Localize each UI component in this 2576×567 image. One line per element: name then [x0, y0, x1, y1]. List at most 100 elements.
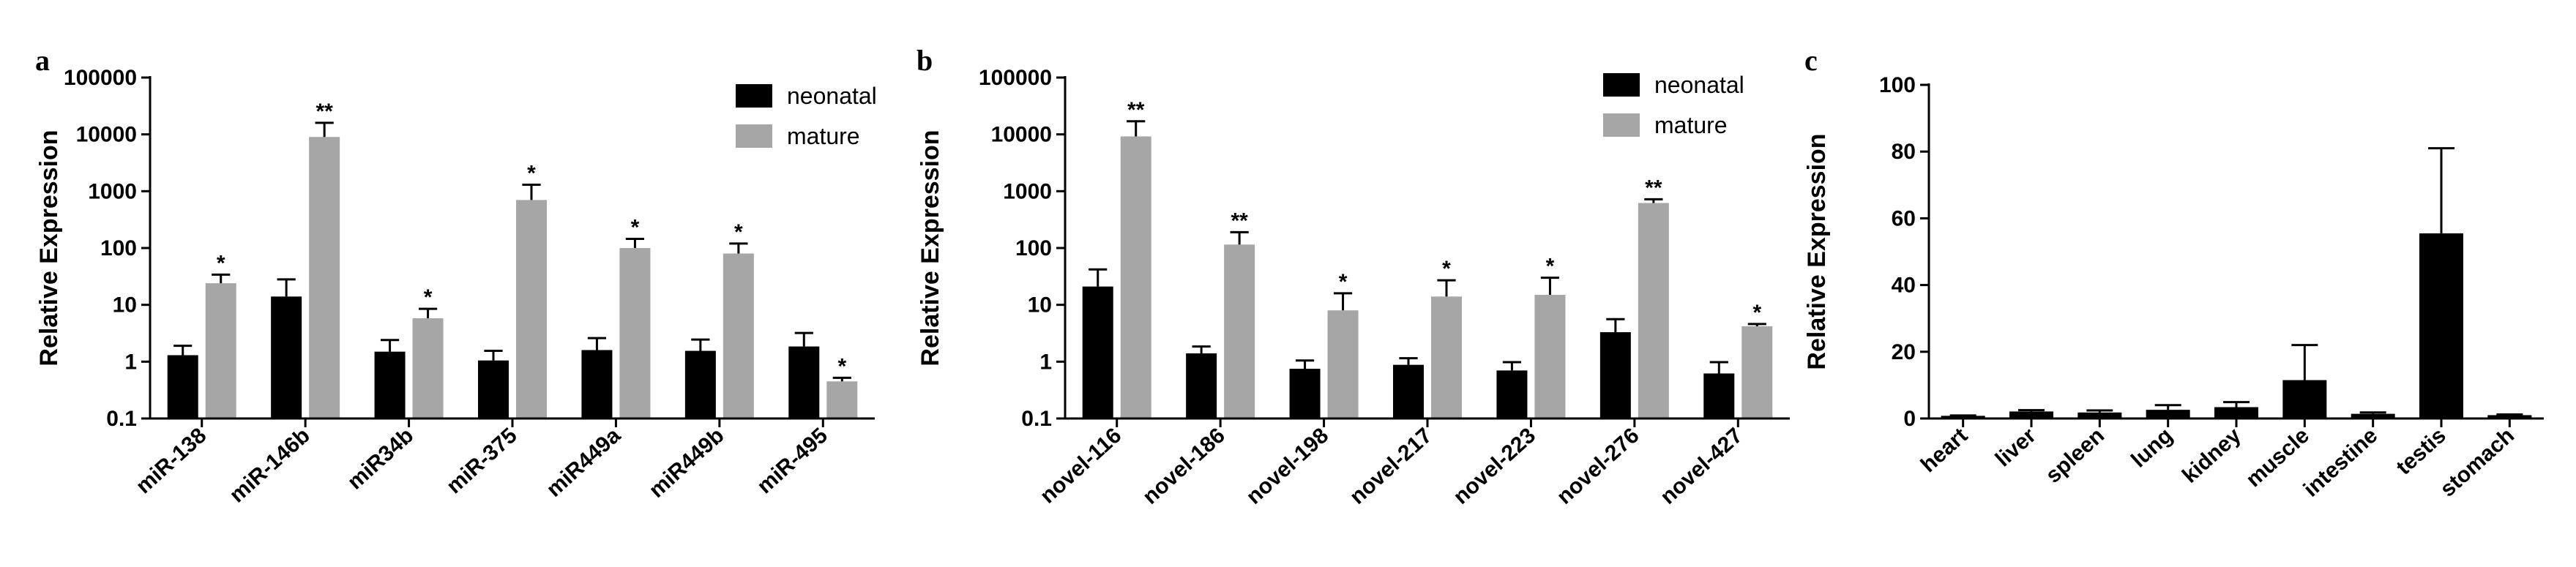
bar-neonatal: [1703, 373, 1735, 418]
bar-neonatal: [478, 360, 509, 418]
legend-label-mature: mature: [1654, 112, 1728, 138]
legend-swatch-neonatal: [1603, 73, 1640, 97]
y-tick-label: 100: [100, 236, 137, 260]
x-tick-label: miR449b: [645, 424, 729, 503]
significance-marker: **: [1645, 176, 1662, 200]
bar-neonatal: [788, 346, 820, 418]
significance-marker: *: [837, 354, 846, 378]
bar-neonatal: [684, 350, 716, 418]
x-tick-label: spleen: [2041, 424, 2109, 488]
bar-mature: [826, 381, 858, 418]
y-axis-label: Relative Expression: [916, 129, 944, 366]
y-tick-label: 100: [1015, 236, 1052, 260]
y-tick-label: 10000: [76, 123, 137, 147]
y-tick-label: 100000: [64, 66, 137, 90]
bar-neonatal: [1082, 286, 1113, 418]
bar-value: [2214, 407, 2258, 418]
bar-mature: [205, 283, 236, 418]
significance-marker: *: [217, 251, 225, 275]
legend-label-mature: mature: [787, 123, 860, 149]
significance-marker: *: [1752, 301, 1761, 325]
bar-neonatal: [1393, 364, 1424, 418]
bar-value: [2282, 380, 2327, 418]
y-tick-label: 100: [1879, 73, 1916, 97]
x-tick-label: miR-495: [753, 424, 832, 499]
bar-value: [2487, 415, 2532, 418]
panel-label: c: [1804, 44, 1818, 77]
chart-panel-a: a Relative Expression 0.1 1 10 100 1000 10000 10…: [35, 44, 877, 508]
bar-mature: [516, 200, 547, 418]
x-tick-label: novel-276: [1553, 424, 1644, 509]
bar-neonatal: [1186, 353, 1217, 418]
bar-neonatal: [1496, 370, 1528, 418]
bar-neonatal: [581, 350, 613, 418]
bar-value: [2351, 413, 2395, 418]
bar-mature: [1741, 326, 1773, 418]
significance-marker: *: [1546, 255, 1555, 279]
x-tick-label: novel-116: [1036, 424, 1127, 508]
y-tick-label: 100000: [979, 66, 1052, 90]
bar-neonatal: [1599, 332, 1631, 418]
significance-marker: **: [316, 99, 333, 124]
y-tick-label: 10: [113, 293, 137, 318]
x-tick-label: novel-186: [1138, 424, 1230, 509]
significance-marker: *: [1339, 270, 1348, 294]
x-tick-label: kidney: [2178, 423, 2246, 487]
y-tick-label: 0.1: [1021, 407, 1052, 431]
significance-marker: *: [734, 220, 743, 244]
chart-panel-b: b Relative Expression 0.1 1 10 100 1000 10000 10…: [916, 44, 1790, 509]
y-tick-label: 1: [124, 350, 137, 374]
y-tick-label: 0: [1903, 407, 1916, 431]
x-tick-label: miR-138: [132, 424, 212, 499]
x-tick-label: miR34b: [343, 424, 419, 495]
bar-neonatal: [271, 296, 302, 418]
y-tick-label: 10: [1028, 293, 1052, 318]
bar-mature: [1120, 136, 1151, 419]
bar-mature: [1534, 294, 1566, 418]
bar-value: [2146, 410, 2190, 418]
bar-mature: [1431, 296, 1462, 418]
y-tick-label: 10000: [991, 123, 1052, 147]
legend-label-neonatal: neonatal: [787, 83, 877, 109]
bar-value: [2077, 412, 2122, 418]
x-tick-label: miR-146b: [225, 424, 314, 508]
legend-swatch-mature: [1603, 113, 1640, 137]
significance-marker: **: [1231, 209, 1248, 233]
legend-label-neonatal: neonatal: [1654, 72, 1744, 98]
y-tick-label: 80: [1892, 140, 1916, 164]
y-tick-label: 60: [1892, 206, 1916, 230]
y-tick-label: 1: [1039, 350, 1052, 374]
panel-label: b: [916, 44, 933, 77]
bar-mature: [1327, 310, 1359, 418]
y-tick-label: 0.1: [106, 407, 137, 431]
significance-marker: *: [527, 161, 536, 185]
y-tick-label: 1000: [88, 179, 137, 203]
bar-mature: [1638, 203, 1669, 418]
bar-neonatal: [374, 351, 406, 418]
y-tick-label: 20: [1892, 340, 1916, 364]
significance-marker: *: [1442, 257, 1451, 281]
x-tick-label: novel-427: [1656, 424, 1747, 509]
x-tick-label: miR449a: [542, 423, 625, 501]
legend-swatch-neonatal: [736, 84, 772, 108]
x-tick-label: intestine: [2299, 424, 2383, 502]
x-tick-label: stomach: [2435, 424, 2519, 502]
bar-neonatal: [1289, 369, 1321, 418]
bar-value: [2419, 233, 2463, 418]
bar-neonatal: [167, 355, 198, 418]
chart-panel-c: c Relative Expression 0 20 40 60 80 100 heart liv…: [1803, 44, 2544, 502]
panel-label: a: [35, 44, 50, 77]
significance-marker: **: [1127, 98, 1145, 122]
significance-marker: *: [631, 215, 640, 239]
bar-mature: [309, 137, 340, 418]
y-axis-label: Relative Expression: [1803, 133, 1831, 369]
significance-marker: *: [424, 285, 433, 309]
x-tick-label: testis: [2392, 424, 2450, 480]
bar-mature: [619, 248, 651, 418]
y-tick-label: 1000: [1003, 179, 1052, 203]
x-tick-label: heart: [1916, 424, 1973, 478]
x-tick-label: lung: [2127, 424, 2177, 473]
bar-mature: [1224, 244, 1255, 418]
x-tick-label: miR-375: [442, 424, 522, 499]
